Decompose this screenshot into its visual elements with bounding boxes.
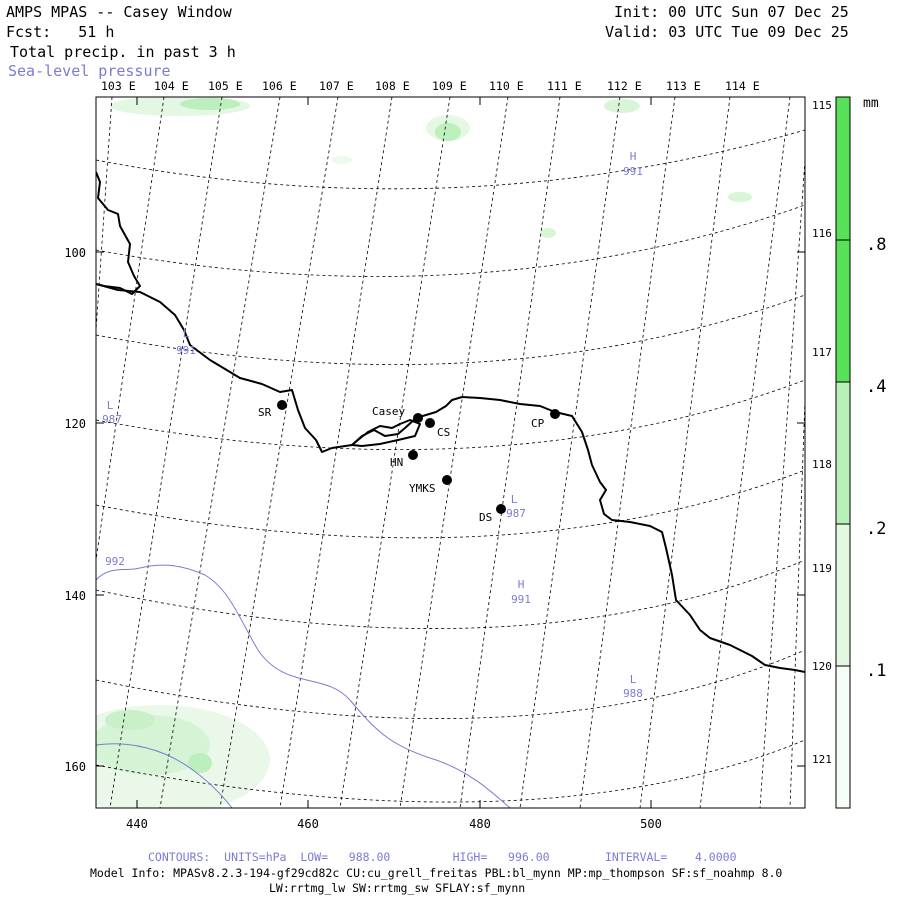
- forecast-hour: Fcst: 51 h: [6, 23, 115, 41]
- station-dot-cp: [550, 409, 560, 419]
- colorbar-label: .1: [866, 661, 886, 681]
- colorbar-frame: [835, 96, 851, 809]
- station-dots: [277, 400, 560, 514]
- pressure-center-symbol: L: [511, 493, 518, 506]
- colorbar-segment: [836, 524, 850, 666]
- x-tick-labels: 440 460 480 500: [126, 817, 662, 831]
- lon-label: 114 E: [725, 79, 760, 93]
- y-tick-label: 120: [64, 417, 86, 431]
- station-label-ymks: YMKS: [409, 482, 436, 495]
- pressure-center-symbol: H: [630, 150, 637, 163]
- station-dot-cs: [425, 418, 435, 428]
- init-time: Init: 00 UTC Sun 07 Dec 25: [614, 3, 849, 21]
- pressure-center-value: 991: [176, 344, 196, 357]
- overlay-name: Sea-level pressure: [8, 62, 171, 80]
- colorbar-segment: [836, 666, 850, 808]
- station-label-hn: HN: [390, 456, 403, 469]
- pressure-center-value: 987: [506, 507, 526, 520]
- y-tick-labels: 100 120 140 160: [64, 246, 86, 774]
- pressure-center-value: 988: [623, 687, 643, 700]
- station-label-casey: Casey: [372, 405, 405, 418]
- map-area: [96, 97, 805, 808]
- station-label-cs: CS: [437, 426, 450, 439]
- lon-label: 113 E: [666, 79, 701, 93]
- pressure-center-value: 987: [102, 413, 122, 426]
- station-dot-hn: [408, 450, 418, 460]
- x-tick-label: 500: [640, 817, 662, 831]
- pressure-center-value: 991: [623, 165, 643, 178]
- top-longitude-labels: 103 E 104 E 105 E 106 E 107 E 108 E 109 …: [101, 79, 760, 93]
- longitude-lines: [96, 97, 805, 808]
- lon-label: 112 E: [607, 79, 642, 93]
- station-labels: SR Casey CS HN YMKS DS CP: [258, 405, 545, 524]
- station-label-ds: DS: [479, 511, 492, 524]
- pressure-center-symbol: H: [518, 578, 525, 591]
- axis-ticks: [96, 97, 805, 808]
- pressure-center-symbol: L: [630, 673, 637, 686]
- station-dot-ymks: [442, 475, 452, 485]
- valid-time: Valid: 03 UTC Tue 09 Dec 25: [605, 23, 849, 41]
- isobars: [96, 564, 511, 808]
- station-label-sr: SR: [258, 406, 272, 419]
- lon-label: 105 E: [208, 79, 243, 93]
- x-tick-label: 440: [126, 817, 148, 831]
- lon-label: 106 E: [262, 79, 297, 93]
- colorbar-label: .8: [866, 235, 886, 255]
- colorbar-segment: [836, 382, 850, 524]
- station-dot-casey: [413, 413, 423, 423]
- pressure-labels: H 991 L 991 L 987 L 987 H 991 L 988 992: [102, 150, 643, 700]
- model-info: Model Info: MPASv8.2.3-194-gf29cd82c CU:…: [90, 866, 783, 880]
- lon-label: 104 E: [154, 79, 189, 93]
- y-tick-label: 140: [64, 589, 86, 603]
- map-frame: [95, 96, 806, 809]
- x-tick-label: 460: [297, 817, 319, 831]
- coastline: [96, 171, 805, 673]
- lon-label: 108 E: [375, 79, 410, 93]
- colorbar-label: .2: [866, 519, 886, 539]
- pressure-center-symbol: L: [183, 327, 190, 340]
- lon-label: 111 E: [547, 79, 582, 93]
- pressure-center-value: 991: [511, 593, 531, 606]
- x-tick-label: 480: [469, 817, 491, 831]
- map-title: AMPS MPAS -- Casey Window: [6, 3, 232, 21]
- station-label-cp: CP: [531, 417, 545, 430]
- contour-info: CONTOURS: UNITS=hPa LOW= 988.00 HIGH= 99…: [148, 850, 737, 864]
- station-dot-sr: [277, 400, 287, 410]
- y-tick-label: 160: [64, 760, 86, 774]
- y-tick-label: 100: [64, 246, 86, 260]
- lon-label: 110 E: [489, 79, 524, 93]
- lon-label: 107 E: [319, 79, 354, 93]
- isobar-label: 992: [105, 555, 125, 568]
- colorbar-label: .4: [866, 377, 886, 397]
- latitude-lines: [96, 129, 805, 803]
- colorbar-unit: mm: [863, 96, 879, 111]
- field-name: Total precip. in past 3 h: [10, 43, 236, 61]
- precip-patches: [96, 97, 752, 808]
- pressure-center-symbol: L: [107, 399, 114, 412]
- lon-label: 103 E: [101, 79, 136, 93]
- lon-label: 109 E: [432, 79, 467, 93]
- colorbar: mm .8 .4 .2 .1: [835, 96, 886, 809]
- model-info-line2: LW:rrtmg_lw SW:rrtmg_sw SFLAY:sf_mynn: [269, 881, 526, 895]
- station-dot-ds: [496, 504, 506, 514]
